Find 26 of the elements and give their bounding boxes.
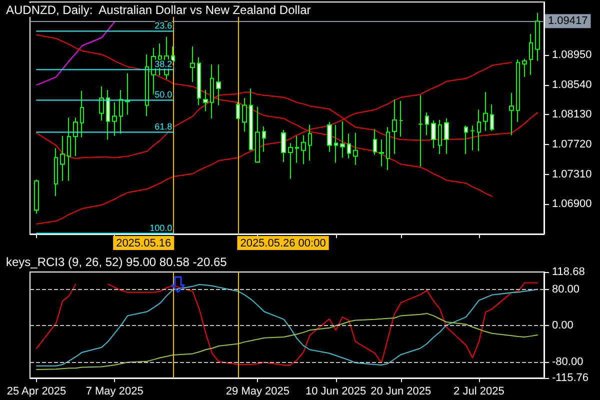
y-tick-label: 1.08950 <box>552 49 592 62</box>
y-tick-label: 1.07720 <box>552 138 592 151</box>
ref-line-label: 2025.05.26 00:00 <box>240 238 326 250</box>
ref-line-label: 1.09417 <box>548 15 588 28</box>
y-tick-label: 1.06900 <box>552 198 592 210</box>
y-tick-label: 80.00 <box>552 283 580 296</box>
y-tick-label: 1.08130 <box>552 108 592 121</box>
x-tick-label: 2 Jul 2025 <box>454 386 504 398</box>
series-label: 100.0 <box>150 222 172 233</box>
series-label: 50.0 <box>154 90 172 100</box>
chart-title: keys_RCI3 (9, 26, 52) 95.00 80.58 -20.65 <box>6 255 228 269</box>
x-tick-label: 29 May 2025 <box>226 386 290 398</box>
x-tick-label: 7 May 2025 <box>86 386 144 398</box>
y-tick-label: -115.76 <box>552 372 588 384</box>
series-label: 23.6 <box>154 20 172 31</box>
x-tick-label: 10 Jun 2025 <box>306 386 366 398</box>
y-tick-label: 1.08540 <box>552 78 592 91</box>
series-label: 61.8 <box>154 122 172 132</box>
x-tick-label: 20 Jun 2025 <box>370 386 432 398</box>
ref-line-label: 2025.05.16 <box>116 238 172 250</box>
chart-title: AUDNZD, Daily: Australian Dollar vs New Zealand Dollar <box>6 3 311 17</box>
y-tick-label: 0.00 <box>552 320 574 332</box>
y-tick-label: -80.00 <box>552 356 584 368</box>
x-tick-label: 25 Apr 2025 <box>6 386 66 398</box>
y-tick-label: 1.07310 <box>552 168 592 180</box>
y-tick-label: 118.68 <box>552 266 585 278</box>
